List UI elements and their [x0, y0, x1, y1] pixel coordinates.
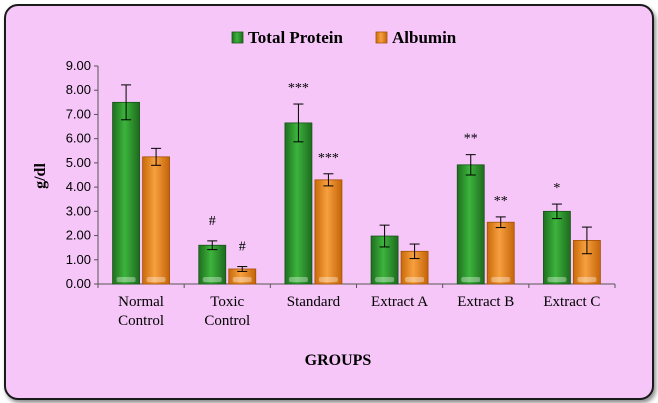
y-tick-label: 0.00 — [66, 276, 91, 291]
x-category-label: Standard — [287, 294, 341, 310]
x-category-label: Extract A — [371, 294, 428, 310]
x-category-label: Control — [118, 313, 164, 329]
y-tick-label: 6.00 — [66, 131, 91, 146]
plot-area: 0.00 1.00 2.00 3.00 4.00 5.00 6.00 7.00 8.00 9.00… — [66, 58, 616, 329]
bar-albumin — [142, 156, 170, 285]
x-category-label: Extract B — [457, 294, 514, 310]
y-tick-label: 4.00 — [66, 179, 91, 194]
bar-base-highlight — [405, 277, 425, 282]
bar-base-highlight — [547, 277, 567, 282]
significance-marker: ** — [464, 132, 478, 147]
bar-base-highlight — [116, 277, 136, 282]
bar-total-protein — [284, 122, 313, 285]
bar-base-highlight — [232, 277, 252, 282]
y-axis-title: g/dl — [32, 163, 49, 189]
significance-marker: # — [239, 240, 246, 255]
bar-base-highlight — [577, 277, 597, 282]
bar-base-highlight — [461, 277, 481, 282]
bar-total-protein — [112, 101, 140, 285]
y-tick-label: 3.00 — [66, 203, 91, 218]
bar-base-highlight — [491, 277, 511, 282]
bar-base-highlight — [202, 277, 222, 282]
significance-marker: *** — [288, 81, 309, 96]
x-category-label: Toxic — [210, 294, 244, 310]
x-axis-title: GROUPS — [305, 352, 372, 369]
y-tick-label: 2.00 — [66, 228, 91, 243]
bar-base-highlight — [318, 277, 338, 282]
bar-total-protein — [543, 210, 571, 285]
y-tick-label: 7.00 — [66, 106, 91, 121]
legend-swatch-total-protein — [231, 31, 244, 44]
legend-swatch-albumin — [375, 31, 388, 44]
bar-base-highlight — [288, 277, 308, 282]
significance-marker: * — [553, 181, 560, 196]
legend-label-total-protein: Total Protein — [248, 28, 343, 47]
x-category-label: Control — [204, 313, 250, 329]
x-category-label: Extract C — [543, 294, 600, 310]
bar-base-highlight — [146, 277, 166, 282]
significance-marker: # — [209, 214, 216, 229]
bar-albumin — [486, 221, 515, 285]
bar-base-highlight — [375, 277, 395, 282]
bar-total-protein — [456, 164, 485, 285]
x-category-label: Normal — [118, 294, 164, 310]
y-tick-label: 8.00 — [66, 82, 91, 97]
significance-marker: ** — [494, 194, 508, 209]
legend: Total Protein Albumin — [231, 28, 457, 47]
y-tick-label: 5.00 — [66, 155, 91, 170]
legend-label-albumin: Albumin — [392, 28, 457, 47]
significance-marker: *** — [318, 151, 339, 166]
bar-albumin — [314, 179, 343, 285]
y-tick-label: 9.00 — [66, 58, 91, 73]
bar-total-protein — [198, 244, 227, 285]
y-tick-label: 1.00 — [66, 252, 91, 267]
